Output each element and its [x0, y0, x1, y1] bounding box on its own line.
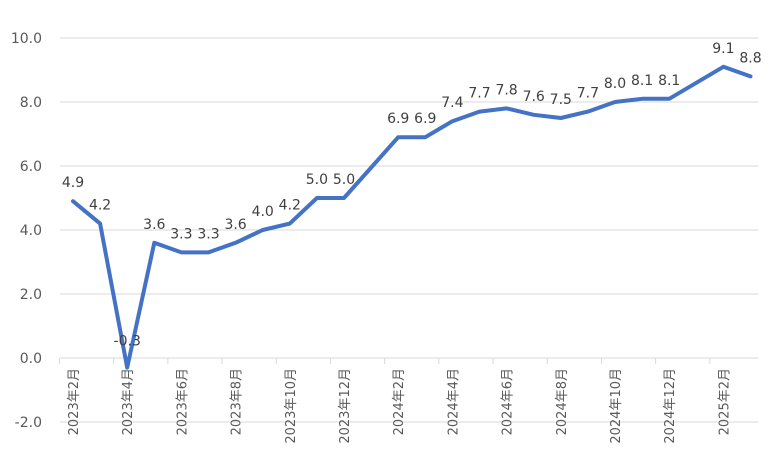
x-tick-label: 2023年10月	[284, 368, 299, 444]
x-tick-label: 2023年2月	[67, 368, 82, 435]
data-label: 7.8	[495, 82, 517, 98]
x-tick-label: 2024年12月	[663, 368, 678, 444]
x-tick-label: 2023年8月	[230, 368, 245, 435]
y-tick-label: 0.0	[20, 351, 42, 367]
series-line	[71, 64, 753, 370]
data-label: 5.0	[333, 172, 355, 188]
y-tick-label: 10.0	[11, 31, 42, 47]
x-tick-label: 2023年12月	[338, 368, 353, 444]
x-tick-label: 2024年4月	[446, 368, 461, 435]
y-tick-label: 4.0	[20, 223, 42, 239]
data-label: 6.9	[414, 111, 436, 127]
data-label: 7.7	[468, 86, 490, 102]
data-label: 3.6	[224, 217, 246, 233]
data-label: 3.6	[143, 217, 165, 233]
data-label: 3.3	[197, 226, 219, 242]
data-label: 9.1	[712, 41, 734, 57]
data-labels: 4.9 4.2 -0.3 3.6 3.3 3.3 3.6 4.0 4.2 5.0 5.0 6.9 6.9…	[62, 41, 762, 350]
data-label: 4.9	[62, 175, 84, 191]
series-lines	[71, 64, 753, 370]
x-tick-label: 2024年10月	[609, 368, 624, 444]
x-tick-label: 2024年2月	[392, 368, 407, 435]
data-label: 8.0	[604, 76, 626, 92]
data-label: -0.3	[114, 334, 141, 350]
x-tick-label: 2023年4月	[121, 368, 136, 435]
data-label: 4.2	[279, 198, 301, 214]
data-label: 7.7	[577, 86, 599, 102]
data-label: 4.2	[89, 198, 111, 214]
data-label: 3.3	[170, 226, 192, 242]
x-axis-ticks: 2023年2月 2023年4月 2023年6月 2023年8月 2023年10月 2023…	[58, 358, 732, 444]
data-label: 6.9	[387, 111, 409, 127]
gridlines	[60, 37, 758, 423]
data-label: 5.0	[306, 172, 328, 188]
x-tick-label: 2024年8月	[555, 368, 570, 435]
y-tick-label: -2.0	[15, 415, 42, 431]
data-label: 7.5	[550, 92, 572, 108]
y-tick-label: 8.0	[20, 95, 42, 111]
data-label: 4.0	[252, 204, 274, 220]
y-tick-label: 6.0	[20, 159, 42, 175]
x-tick-label: 2025年2月	[717, 368, 732, 435]
x-tick-label: 2024年6月	[501, 368, 516, 435]
data-label: 8.1	[631, 73, 653, 89]
y-tick-label: 2.0	[20, 287, 42, 303]
y-axis-ticks: 10.0 8.0 6.0 4.0 2.0 0.0 -2.0	[11, 31, 42, 431]
data-label: 7.6	[523, 89, 545, 105]
data-label: 8.8	[739, 50, 761, 66]
data-label: 8.1	[658, 73, 680, 89]
x-tick-label: 2023年6月	[175, 368, 190, 435]
data-label: 7.4	[441, 95, 463, 111]
